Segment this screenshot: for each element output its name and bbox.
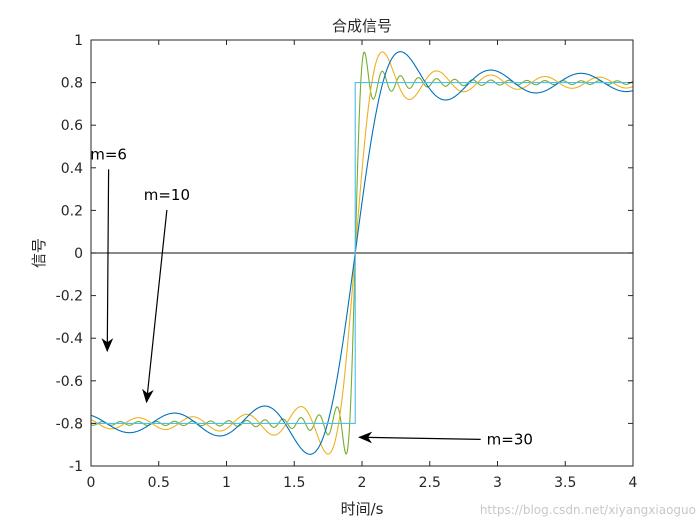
x-tick-label: 0 [87,475,96,491]
annotation-arrow [142,209,168,404]
y-tick-label: 1 [74,33,83,49]
y-tick-label: 0.8 [61,76,83,92]
x-tick-label: 3.5 [554,475,576,491]
y-tick-label: -0.4 [56,331,83,347]
y-tick-label: 0.4 [61,161,83,177]
y-tick-label: 0.2 [61,203,83,219]
y-tick-label: -1 [69,459,83,475]
axis-ticks: 0 0.5 1 1.5 2 2.5 3 3.5 4 -1 -0.8 -0.6 -0.4 -0.2 0 0.2 0… [56,33,638,491]
series-group [91,51,633,455]
chart-title: 合成信号 [332,17,392,35]
annotation-arrow [101,169,114,353]
annotations: m=6 m=10 m=30 [90,145,533,448]
x-tick-label: 1 [222,475,231,491]
x-tick-label: 2 [358,475,367,491]
y-tick-label: -0.6 [56,374,83,390]
y-tick-label: 0.6 [61,118,83,134]
x-tick-label: 1.5 [283,475,305,491]
square-wave-line [91,82,633,424]
x-tick-label: 0.5 [148,475,170,491]
watermark: https://blog.csdn.net/xiyangxiaoguo [480,503,696,517]
x-tick-label: 3 [493,475,502,491]
series-line-m10 [91,51,633,455]
annotation-label: m=10 [144,186,190,204]
series-line-m6 [91,51,633,455]
y-tick-label: -0.2 [56,289,83,305]
y-tick-label: -0.8 [56,416,83,432]
x-axis-label: 时间/s [341,500,384,518]
annotation-label: m=6 [90,145,127,163]
x-tick-label: 2.5 [419,475,441,491]
annotation-arrow [358,431,481,444]
plot-area [90,39,634,467]
y-axis-label: 信号 [30,238,48,268]
x-tick-label: 4 [629,475,638,491]
annotation-label: m=30 [487,430,533,448]
series-line-m30 [91,51,633,455]
y-tick-label: 0 [74,246,83,262]
